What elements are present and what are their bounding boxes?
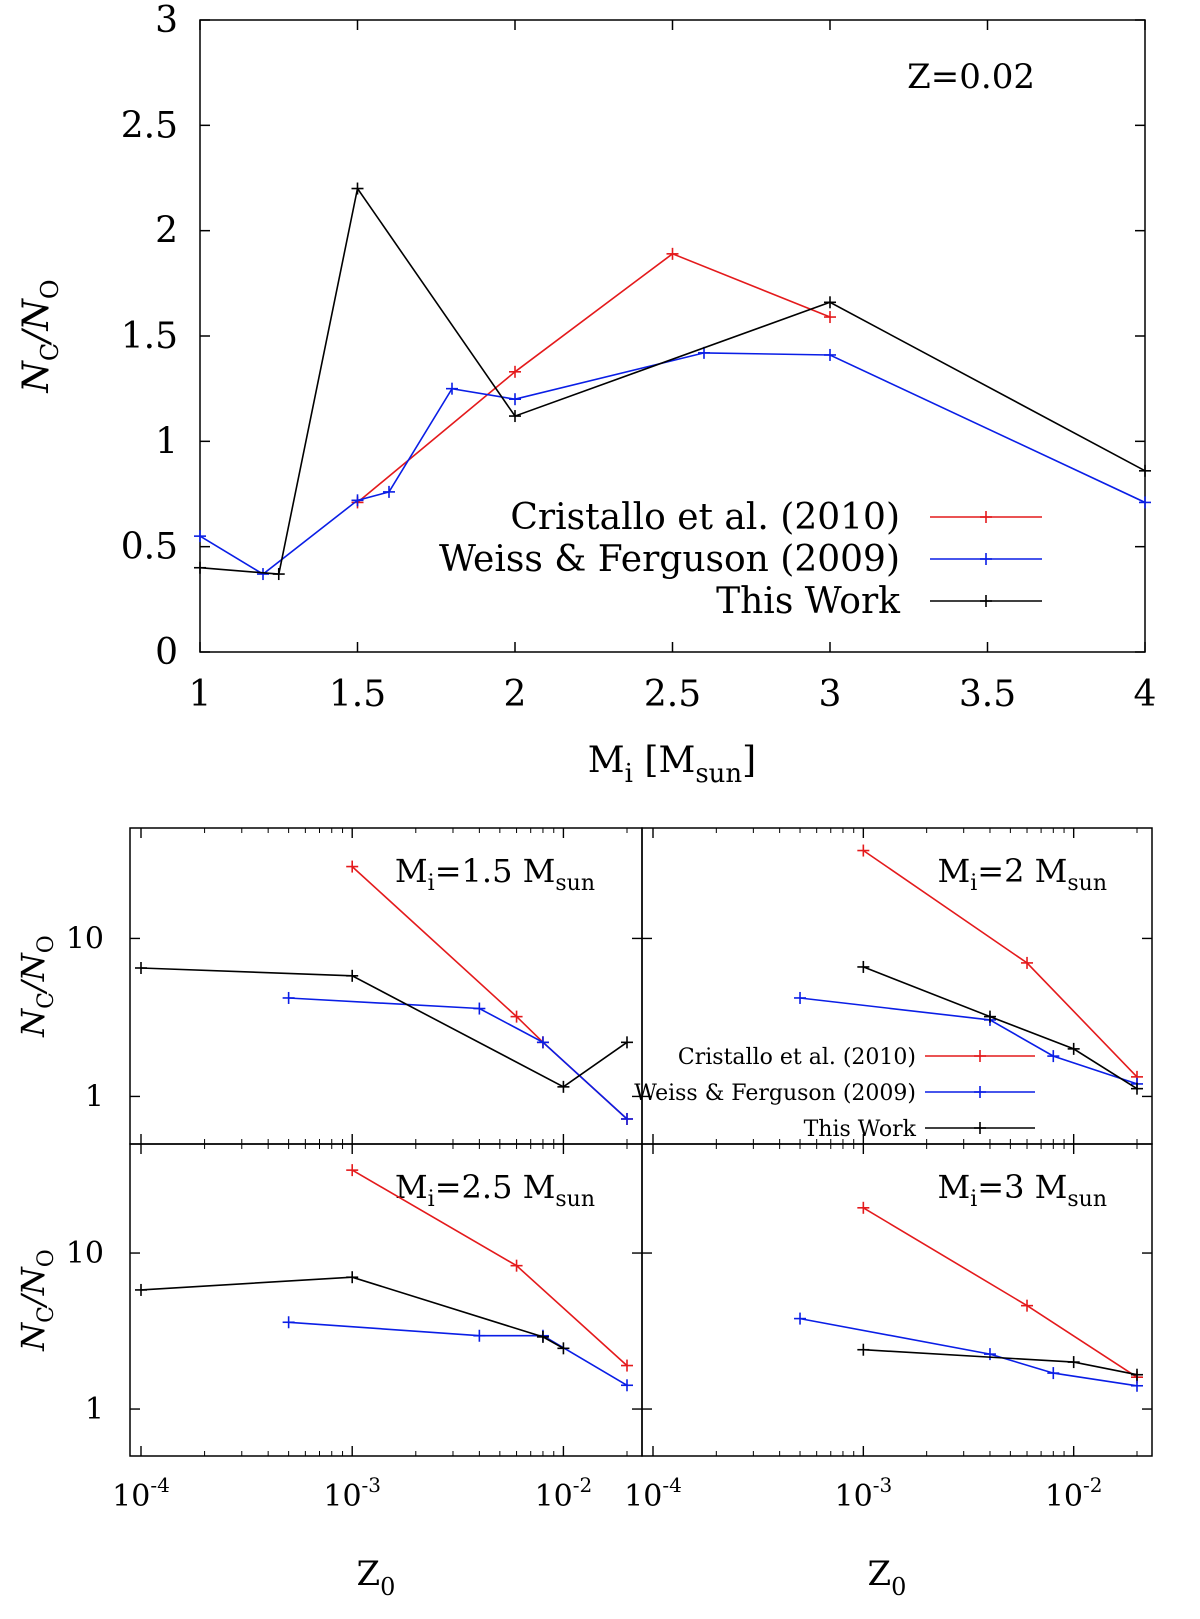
panel-line-this_work <box>140 1276 564 1349</box>
panel-ytick-label: 10 <box>66 921 104 956</box>
panel-xlabel: Z0 <box>868 1554 907 1601</box>
panel-line-this_work <box>863 1348 1138 1376</box>
top-annotation: Z=0.02 <box>907 57 1035 97</box>
panel-legend-weiss: Weiss & Ferguson (2009) <box>634 1081 1035 1106</box>
top-legend-weiss: Weiss & Ferguson (2009) <box>439 539 1042 580</box>
panel-xtick-label: 10-3 <box>835 1473 893 1514</box>
panel-xtick-label: 10-2 <box>1045 1473 1103 1514</box>
top-ytick-label: 2 <box>155 211 178 252</box>
panel-series-weiss <box>794 1312 1143 1392</box>
panel-xtick-label: 10-2 <box>535 1473 593 1514</box>
panel-line-this_work <box>140 967 628 1088</box>
panel-legend-cristallo: Cristallo et al. (2010) <box>678 1045 1035 1070</box>
top-ytick-label: 0 <box>155 632 178 673</box>
panel-legend-label: Cristallo et al. (2010) <box>678 1045 916 1070</box>
panel-ytick-label: 10 <box>66 1236 104 1271</box>
top-series-this_work <box>194 182 1151 581</box>
panel-series-weiss <box>282 991 633 1125</box>
top-line-this_work <box>199 186 1146 575</box>
panel-ylabel: NC/NO <box>14 1249 59 1352</box>
top-legend-this_work: This Work <box>716 581 1042 622</box>
top-ytick-label: 0.5 <box>121 527 178 568</box>
top-ytick-label: 1.5 <box>121 316 178 357</box>
panel-series-weiss <box>794 991 1143 1090</box>
top-xtick-label: 2.5 <box>644 674 701 715</box>
panel-line-weiss <box>288 997 628 1120</box>
top-series-cristallo <box>351 247 836 509</box>
top-ytick-label: 3 <box>155 0 178 41</box>
panel-ytick-label: 1 <box>85 1392 104 1427</box>
top-xtick-label: 4 <box>1134 674 1157 715</box>
panel-line-weiss <box>799 997 1138 1085</box>
top-legend-label: This Work <box>716 581 901 622</box>
panel-frame <box>641 1143 1153 1457</box>
panel-line-this_work <box>863 966 1138 1090</box>
panel-line-weiss <box>288 1321 628 1386</box>
panel-xtick-label: 10-4 <box>112 1473 170 1514</box>
panel-series-weiss <box>282 1316 633 1392</box>
panel-p2: Mi=2 Msun Cristallo et al. (2010) Weiss & … <box>634 827 1153 1145</box>
top-ylabel: NC/NO <box>16 279 64 393</box>
panel-title: Mi=2 Msun <box>937 852 1107 896</box>
panel-series-cristallo <box>346 1164 633 1372</box>
top-xtick-label: 2 <box>504 674 527 715</box>
panel-title: Mi=2.5 Msun <box>395 1168 595 1212</box>
panel-series-cristallo <box>857 1201 1143 1384</box>
panel-legend-this_work: This Work <box>804 1117 1035 1142</box>
panel-series-cristallo <box>857 844 1143 1083</box>
top-legend-label: Weiss & Ferguson (2009) <box>439 539 900 580</box>
panel-xtick-label: 10-3 <box>323 1473 381 1514</box>
panel-title: Mi=3 Msun <box>937 1168 1107 1212</box>
top-legend-label: Cristallo et al. (2010) <box>510 497 900 538</box>
panel-xtick-label: 10-4 <box>624 1473 682 1514</box>
top-xtick-label: 3.5 <box>959 674 1016 715</box>
top-legend-cristallo: Cristallo et al. (2010) <box>510 497 1042 538</box>
panel-legend-label: This Work <box>804 1117 917 1142</box>
panel-ytick-label: 1 <box>85 1079 104 1114</box>
panel-series-this_work <box>857 960 1143 1095</box>
panel-ylabel: NC/NO <box>14 935 59 1038</box>
panel-xlabel: Z0 <box>357 1554 396 1601</box>
panel-legend-label: Weiss & Ferguson (2009) <box>634 1081 916 1106</box>
top-ytick-label: 1 <box>155 421 178 462</box>
top-series-weiss <box>194 346 1151 581</box>
panel-series-this_work <box>135 961 633 1093</box>
top-panel: 1 1.5 2 2.5 3 3.5 4 0 0.5 1 1.5 2 2.5 3 Z=0.02 NC/NO Mi … <box>16 0 1156 789</box>
panel-p3: Mi=3 Msun 10-4 10-3 10-2 Z0 <box>624 1143 1153 1601</box>
top-line-cristallo <box>356 252 831 504</box>
panel-title: Mi=1.5 Msun <box>395 852 595 896</box>
top-xtick-label: 1 <box>189 674 212 715</box>
top-xlabel: Mi [Msun] <box>588 740 756 789</box>
panel-series-this_work <box>857 1343 1143 1381</box>
top-xtick-label: 3 <box>819 674 842 715</box>
top-xtick-label: 1.5 <box>329 674 386 715</box>
panel-series-this_work <box>135 1271 570 1355</box>
panel-line-weiss <box>799 1317 1138 1387</box>
top-ytick-label: 2.5 <box>121 105 178 146</box>
